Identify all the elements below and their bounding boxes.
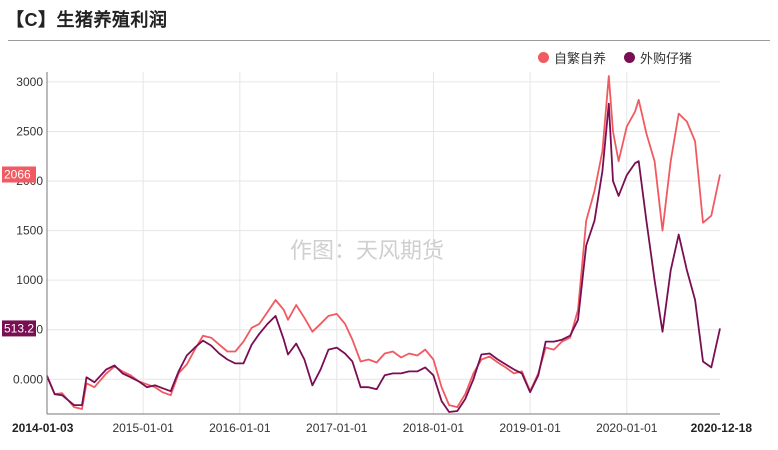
y-tick-label: 0.000 (13, 372, 43, 386)
last-value-badge-purchased-piglets: 513.2 (2, 320, 36, 337)
x-tick-label: 2017-01-01 (306, 421, 368, 435)
badge-background (2, 320, 36, 337)
series-line-purchased-piglets (46, 102, 721, 413)
x-tick-label: 2014-01-03 (12, 421, 74, 435)
x-tick-label: 2020-01-01 (596, 421, 658, 435)
x-tick-label: 2016-01-01 (209, 421, 271, 435)
series-layer (46, 75, 721, 413)
legend-item-purchased-piglets[interactable]: 外购仔猪 (624, 48, 692, 67)
watermark: 作图：天风期货 (290, 238, 444, 263)
badge-label: 2066 (4, 168, 31, 182)
last-value-badges: 2066 513.2 (2, 166, 36, 337)
x-tick-label: 2020-12-18 (691, 421, 753, 435)
y-tick-label: 2500 (16, 124, 43, 138)
chart-title: 【C】生猪养殖利润 (6, 10, 168, 30)
legend-item-self-breeding[interactable]: 自繁自养 (538, 48, 606, 67)
legend-swatch-self-breeding (538, 52, 549, 63)
badge-background (2, 166, 36, 183)
last-value-badge-self-breeding: 2066 (2, 166, 36, 183)
legend-label-self-breeding: 自繁自养 (554, 51, 607, 66)
legend-swatch-purchased-piglets (624, 52, 635, 63)
x-tick-label: 2019-01-01 (499, 421, 561, 435)
x-tick-label: 2015-01-01 (112, 421, 174, 435)
x-tick-label: 2018-01-01 (403, 421, 465, 435)
title-divider (8, 40, 770, 41)
y-tick-label: 3000 (16, 75, 43, 89)
y-tick-label: 1000 (16, 273, 43, 287)
legend-label-purchased-piglets: 外购仔猪 (640, 51, 693, 66)
y-tick-label: 1500 (16, 224, 43, 238)
series-line-self-breeding (46, 75, 721, 410)
badge-label: 513.2 (4, 321, 34, 335)
